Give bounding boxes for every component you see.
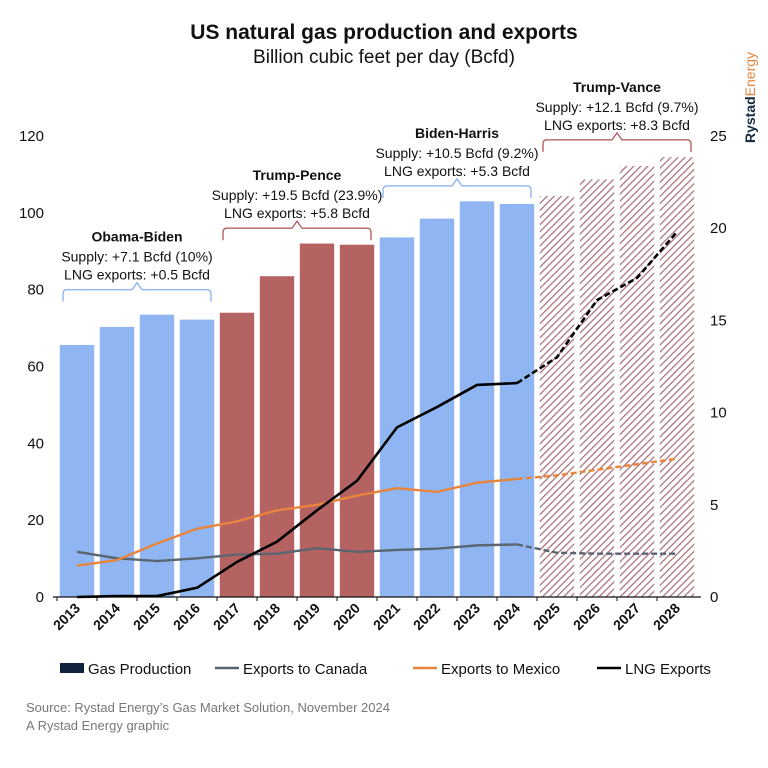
- bar-2026: [579, 179, 615, 597]
- y2-tick-label: 25: [710, 128, 727, 145]
- y2-tick-label: 20: [710, 220, 727, 237]
- y-tick-label: 100: [19, 205, 44, 222]
- source-line-2: A Rystad Energy graphic: [26, 718, 170, 733]
- x-tick-label-2016: 2016: [170, 600, 203, 633]
- x-tick-label-2018: 2018: [250, 600, 283, 633]
- bar-2023: [459, 201, 495, 597]
- bar-layer: [59, 157, 695, 598]
- x-tick-label-2023: 2023: [450, 600, 483, 633]
- legend-label-2: Exports to Mexico: [441, 661, 560, 678]
- bar-2018: [259, 276, 295, 597]
- x-tick-label-2015: 2015: [130, 600, 163, 633]
- bar-2020: [339, 244, 375, 597]
- line-lng-forecast: [516, 231, 678, 385]
- line-canada: [76, 543, 518, 563]
- y2-tick-label: 15: [710, 312, 727, 329]
- y-tick-label: 60: [27, 359, 44, 376]
- annotation-layer: Obama-Biden Supply: +7.1 Bcfd (10%) LNG ex…: [61, 79, 699, 302]
- annotation-title: Obama-Biden: [91, 229, 182, 245]
- x-tick-label-2024: 2024: [490, 600, 523, 633]
- x-tick-label-2022: 2022: [410, 600, 443, 633]
- brand-rystad: Rystad: [742, 96, 758, 143]
- bar-2017: [219, 312, 255, 597]
- bar-2014: [99, 326, 135, 597]
- y-tick-label: 20: [27, 512, 44, 529]
- brand-logo: RystadEnergy: [742, 52, 758, 143]
- y-tick-label: 80: [27, 282, 44, 299]
- y-tick-label: 120: [19, 128, 44, 145]
- annotation-title: Trump-Pence: [253, 167, 342, 183]
- bar-2024: [499, 203, 535, 597]
- bar-2025: [539, 195, 575, 597]
- legend-swatch-gas: [60, 663, 84, 673]
- annotation-line: LNG exports: +5.3 Bcfd: [384, 163, 530, 179]
- annotation-line: LNG exports: +0.5 Bcfd: [64, 267, 210, 283]
- bracket-3: [542, 131, 692, 152]
- y2-tick-label: 10: [710, 405, 727, 422]
- bar-2019: [299, 243, 335, 598]
- bracket-0: [62, 281, 212, 302]
- annotation-line: LNG exports: +8.3 Bcfd: [544, 117, 690, 133]
- annotation-line: Supply: +12.1 Bcfd (9.7%): [535, 99, 698, 115]
- brand-energy: Energy: [742, 52, 758, 96]
- annotation-line: Supply: +7.1 Bcfd (10%): [61, 249, 212, 265]
- line-lng: [76, 381, 518, 599]
- x-tick-label-2014: 2014: [90, 600, 123, 633]
- x-tick-label-2027: 2027: [610, 600, 643, 633]
- chart-title: US natural gas production and exports: [190, 21, 577, 44]
- line-mexico: [76, 477, 518, 567]
- chart-subtitle: Billion cubic feet per day (Bcfd): [253, 47, 515, 68]
- x-tick-label-2017: 2017: [210, 600, 243, 633]
- bar-2028: [659, 157, 695, 598]
- x-tick-label-2019: 2019: [290, 600, 323, 633]
- legend: Gas Production Exports to Canada Exports t…: [60, 661, 711, 678]
- bar-2016: [179, 319, 215, 597]
- legend-label-1: Exports to Canada: [243, 661, 368, 678]
- y2-tick-label: 0: [710, 589, 718, 606]
- annotation-line: Supply: +10.5 Bcfd (9.2%): [375, 145, 538, 161]
- line-canada-forecast: [516, 543, 677, 555]
- annotation-line: Supply: +19.5 Bcfd (23.9%): [212, 187, 383, 203]
- bar-2015: [139, 314, 175, 597]
- x-tick-label-2026: 2026: [570, 600, 603, 633]
- y-tick-label: 40: [27, 435, 44, 452]
- annotation-line: LNG exports: +5.8 Bcfd: [224, 205, 370, 221]
- x-tick-label-2028: 2028: [650, 600, 683, 633]
- bracket-1: [222, 219, 372, 241]
- annotation-title: Trump-Vance: [573, 79, 661, 95]
- annotation-title: Biden-Harris: [415, 125, 499, 141]
- x-tick-label-2020: 2020: [330, 600, 363, 633]
- y2-tick-label: 5: [710, 497, 718, 514]
- x-tick-label-2013: 2013: [50, 600, 83, 633]
- bar-2021: [379, 237, 415, 598]
- y-tick-label: 0: [36, 589, 44, 606]
- line-layer: [76, 231, 678, 599]
- bar-2027: [619, 165, 655, 597]
- legend-label-0: Gas Production: [88, 661, 191, 678]
- x-tick-label-2025: 2025: [530, 600, 563, 633]
- source-line-1: Source: Rystad Energy’s Gas Market Solut…: [26, 700, 390, 715]
- x-tick-label-2021: 2021: [370, 600, 403, 633]
- bracket-2: [382, 177, 532, 198]
- bar-2013: [59, 344, 95, 597]
- legend-label-3: LNG Exports: [625, 661, 711, 678]
